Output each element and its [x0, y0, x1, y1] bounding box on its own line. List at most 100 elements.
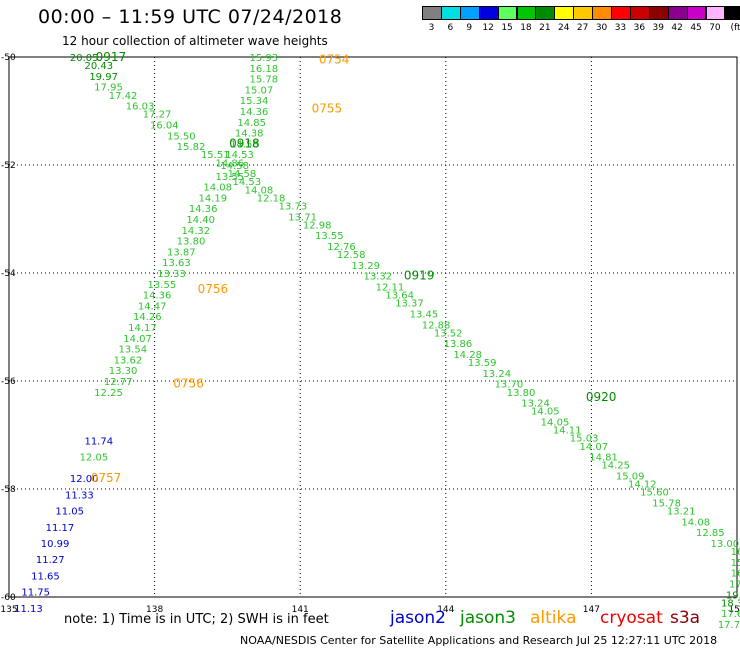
data-point-label: 12.98 — [303, 220, 332, 231]
credit-line: NOAA/NESDIS Center for Satellite Applica… — [240, 634, 718, 647]
data-point-label: 11.27 — [36, 555, 65, 566]
data-point-label: 14.19 — [199, 193, 228, 204]
data-point-label: 15.09 — [616, 472, 645, 483]
data-point-label: 15.60 — [640, 488, 669, 499]
chart-subtitle: 12 hour collection of altimeter wave hei… — [62, 34, 328, 48]
data-point-label: 13.80 — [507, 388, 536, 399]
data-point-label: 17.74 — [718, 620, 740, 631]
legend-label: 9 — [466, 23, 473, 33]
data-point-label: 16.04 — [150, 121, 179, 132]
legend-swatch — [724, 6, 740, 20]
data-point-label: 15.34 — [240, 96, 269, 107]
data-point-label: 15 — [731, 558, 740, 569]
data-point-label: 14.05 — [531, 407, 560, 418]
y-tick-label: -56 — [1, 377, 16, 387]
data-point-label: 16.18 — [249, 64, 278, 75]
data-point-label: 14.05 — [541, 418, 570, 429]
legend-label: 36 — [633, 23, 646, 33]
data-point-label: 12.11 — [376, 283, 405, 294]
data-point-label: 19.0 — [726, 590, 740, 601]
data-point-label: 14.58 — [220, 161, 249, 172]
pass-time-label: 0917 — [96, 50, 127, 64]
data-point-label: 14.38 — [235, 129, 264, 140]
data-point-label: 13.59 — [468, 358, 497, 369]
data-point-label: 13.45 — [410, 310, 439, 321]
data-point-label: 13.62 — [114, 355, 143, 366]
data-point-label: 14.08 — [203, 183, 232, 194]
data-point-label: 13.64 — [385, 291, 414, 302]
legend-label: 15 — [501, 23, 513, 33]
data-point-label: 12.05 — [80, 453, 109, 464]
data-point-label: 10.99 — [41, 539, 70, 550]
data-point-label: 11.74 — [84, 436, 113, 447]
y-tick-label: -58 — [1, 485, 16, 495]
data-point-label: 18.3 — [721, 598, 740, 609]
data-point-label: 14.32 — [182, 226, 211, 237]
data-point-label: 13.32 — [364, 272, 393, 283]
data-point-label: 14.85 — [237, 118, 266, 129]
data-point-label: 14.12 — [628, 480, 657, 491]
x-tick-label: 135 — [0, 605, 17, 615]
legend-label: 6 — [447, 23, 454, 33]
data-point-label: 17.6 — [721, 609, 740, 620]
pass-time-label: 0755 — [312, 101, 343, 115]
data-point-label: 14.86 — [216, 158, 245, 169]
data-point-label: 14.58 — [230, 139, 259, 150]
satellite-altika: altika — [530, 608, 577, 628]
data-point-label: 15.93 — [249, 53, 278, 64]
legend-label: 18 — [520, 23, 532, 33]
data-point-label: 16 — [731, 547, 740, 558]
data-point-label: 15.82 — [177, 142, 206, 153]
data-point-label: 11.75 — [21, 588, 50, 599]
data-point-label: 14.07 — [580, 442, 609, 453]
data-point-label: 13.55 — [148, 280, 177, 291]
y-tick-label: -54 — [1, 269, 16, 279]
data-point-label: 13.86 — [444, 339, 473, 350]
data-point-label: 13.55 — [315, 231, 344, 242]
data-point-label: 14.36 — [143, 291, 172, 302]
plot-frame — [8, 56, 738, 598]
pass-time-label: 0756 — [173, 377, 204, 391]
data-point-label: 12.58 — [337, 250, 366, 261]
data-point-label: 11.13 — [14, 604, 43, 615]
satellite-cryosat: cryosat — [600, 608, 663, 628]
data-point-label: 13.71 — [288, 212, 317, 223]
data-point-label: 14.26 — [133, 312, 162, 323]
data-point-label: 14.36 — [240, 107, 269, 118]
data-point-label: 13.63 — [162, 258, 191, 269]
legend-label: 42 — [671, 23, 683, 33]
data-point-label: 15.78 — [249, 75, 278, 86]
x-tick-label: 147 — [583, 605, 600, 615]
pass-time-label: 0756 — [198, 282, 229, 296]
pass-time-label: 0918 — [229, 136, 260, 150]
data-point-label: 15.50 — [167, 131, 196, 142]
data-point-label: 13.00 — [711, 539, 740, 550]
data-point-label: 17.95 — [94, 83, 123, 94]
pass-time-label: 0754 — [319, 53, 350, 67]
data-point-label: 14.17 — [128, 323, 157, 334]
data-point-label: 12.88 — [422, 320, 451, 331]
data-point-label: 13.73 — [279, 202, 308, 213]
pass-time-label: 0920 — [586, 390, 617, 404]
data-point-label: 13.24 — [521, 399, 550, 410]
satellite-jason2: jason2 — [390, 608, 446, 628]
data-point-label: 12.76 — [327, 242, 356, 253]
legend-label: 27 — [576, 23, 589, 33]
data-point-label: 13.70 — [495, 380, 524, 391]
y-tick-label: -60 — [1, 593, 16, 603]
data-point-label: 19.97 — [89, 72, 118, 83]
data-point-label: 11.33 — [65, 490, 94, 501]
data-point-label: 13.80 — [177, 237, 206, 248]
data-point-label: 16 — [731, 569, 740, 580]
data-point-label: 13.30 — [109, 366, 138, 377]
legend-label: 30 — [595, 23, 608, 33]
footer-note: note: 1) Time is in UTC; 2) SWH is in fe… — [64, 612, 329, 627]
data-point-label: 13.21 — [667, 507, 696, 518]
satellite-jason3: jason3 — [460, 608, 516, 628]
x-tick-label: 150 — [728, 605, 740, 615]
data-point-label: 14.53 — [225, 150, 254, 161]
chart-title: 00:00 – 11:59 UTC 07/24/2018 — [38, 6, 343, 28]
data-point-label: 17. — [729, 580, 740, 591]
